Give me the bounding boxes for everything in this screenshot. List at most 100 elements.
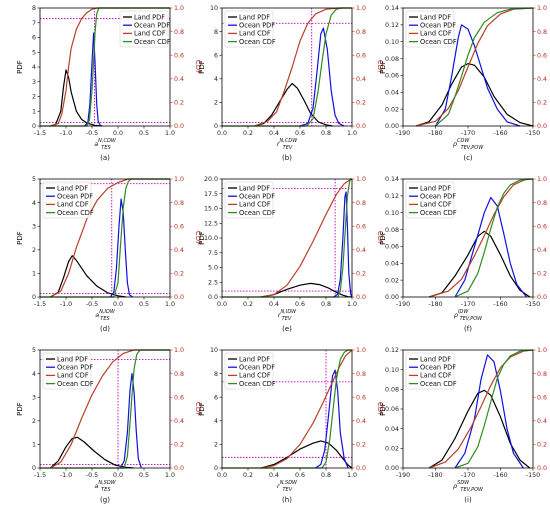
x-tick-label: 0.4	[269, 472, 279, 479]
y-right-tick-label: 0.6	[537, 223, 547, 230]
legend-label: Land PDF	[134, 13, 165, 21]
legend-box	[405, 352, 455, 390]
x-tick-label: 1.0	[165, 472, 175, 479]
y-tick-label: 0	[214, 465, 218, 472]
x-tick-label: -170	[461, 301, 475, 308]
y-right-tick-label: 0.4	[356, 76, 366, 83]
y-tick-label: 0	[214, 123, 218, 130]
y-right-tick-label: 0.8	[174, 371, 184, 378]
y-tick-label: 10.0	[204, 235, 218, 242]
series-line-land-pdf	[50, 255, 126, 298]
y-right-tick-label: 0.8	[537, 200, 547, 207]
y-right-tick-label: 0.4	[537, 418, 547, 425]
y-tick-label: 3	[32, 394, 36, 401]
y-right-tick-label: 0.8	[356, 29, 366, 36]
y-right-tick-label: 0.6	[174, 394, 184, 401]
y-right-tick-label: 1.0	[537, 176, 547, 183]
y-tick-label: 0.06	[385, 244, 399, 251]
legend-label: Land CDF	[57, 201, 89, 209]
series-line-ocean-pdf	[83, 32, 102, 127]
y-tick-label: 0.08	[385, 227, 399, 234]
legend-label: Ocean CDF	[57, 380, 94, 388]
x-tick-label: 0.5	[139, 472, 149, 479]
y-tick-label: 6	[214, 394, 218, 401]
chart-panel: 0.0 0.2 0.4 0.6 0.8 1.0 0 2 4 6 8 10 0.0 0.2 0.4 0.6 0.8…	[198, 5, 384, 162]
y-right-tick-label: 1.0	[356, 347, 366, 354]
series-line-ocean-pdf	[120, 373, 142, 469]
y-tick-label: 12.5	[204, 220, 218, 227]
y-right-tick-label: 0.6	[174, 223, 184, 230]
y-right-tick-label: 0.2	[356, 100, 366, 107]
y-right-tick-label: 0.0	[174, 123, 184, 130]
series-line-land-cdf	[260, 178, 353, 298]
y-tick-label: 2.5	[208, 279, 218, 286]
legend-label: Land PDF	[57, 184, 88, 192]
y-right-tick-label: 0.2	[174, 271, 184, 278]
y-axis-label: PDF	[379, 60, 387, 74]
y-right-tick-label: 1.0	[356, 5, 366, 12]
legend-label: Ocean CDF	[134, 38, 171, 46]
y-tick-label: 1	[32, 108, 36, 115]
y-tick-label: 0.14	[385, 5, 399, 12]
x-axis-label: rN,CDW TEV	[277, 138, 298, 151]
y-tick-label: 10	[210, 347, 218, 354]
x-tick-label: 1.0	[347, 472, 357, 479]
y-tick-label: 0.04	[385, 260, 399, 267]
y-right-tick-label: 0.2	[356, 442, 366, 449]
legend-label: Ocean PDF	[57, 193, 93, 201]
x-tick-label: 0.5	[139, 130, 149, 137]
panel-caption: (e)	[282, 325, 292, 333]
x-tick-label: -160	[493, 472, 507, 479]
y-tick-label: 5	[32, 347, 36, 354]
y-tick-label: 20.0	[204, 176, 218, 183]
legend-box	[224, 181, 274, 219]
y-tick-label: 8	[214, 371, 218, 378]
y-tick-label: 0.10	[385, 367, 399, 374]
series-line-land-pdf	[260, 282, 353, 298]
series-line-ocean-cdf	[40, 7, 170, 127]
y-right-tick-label: 1.0	[174, 347, 184, 354]
series-line-ocean-pdf	[333, 191, 353, 298]
x-axis-label: aN,IDW TES	[95, 309, 116, 322]
y-tick-label: 0.08	[385, 387, 399, 394]
legend-box	[224, 10, 274, 48]
series-line-ocean-cdf	[40, 178, 170, 298]
x-tick-label: 0.8	[321, 472, 331, 479]
y-right-tick-label: 0.8	[537, 29, 547, 36]
y-axis-label: PDF	[198, 231, 206, 245]
y-right-axis-label: CDF	[194, 60, 202, 74]
series-line-ocean-cdf	[40, 349, 170, 469]
legend-box	[405, 10, 455, 48]
y-tick-label: 0.06	[385, 73, 399, 80]
panel-caption: (d)	[100, 325, 110, 333]
y-tick-label: 2	[32, 94, 36, 101]
y-tick-label: 1	[32, 442, 36, 449]
series-line-ocean-cdf	[222, 7, 352, 127]
series-line-land-pdf	[49, 436, 134, 469]
y-tick-label: 2	[214, 100, 218, 107]
series-line-ocean-cdf	[454, 178, 534, 298]
legend-label: Ocean PDF	[239, 193, 275, 201]
y-tick-label: 4	[32, 64, 36, 71]
x-tick-label: -1.0	[60, 130, 72, 137]
x-tick-label: 1.0	[165, 130, 175, 137]
series-line-ocean-pdf	[454, 196, 527, 298]
y-right-tick-label: 1.0	[356, 176, 366, 183]
y-right-tick-label: 0.8	[356, 371, 366, 378]
x-tick-label: 1.0	[165, 301, 175, 308]
y-tick-label: 4	[214, 76, 218, 83]
y-right-tick-label: 0.4	[174, 247, 184, 254]
y-tick-label: 0	[32, 123, 36, 130]
y-right-tick-label: 0.2	[537, 442, 547, 449]
y-tick-label: 0.08	[385, 56, 399, 63]
y-tick-label: 0.12	[385, 347, 399, 354]
chart-panel: 0.0 0.2 0.4 0.6 0.8 1.00.02.55.07.510.012.515…	[198, 176, 384, 333]
legend-label: Ocean CDF	[239, 380, 276, 388]
x-tick-label: -1.5	[34, 130, 46, 137]
y-right-axis-label: CDF	[194, 402, 202, 416]
